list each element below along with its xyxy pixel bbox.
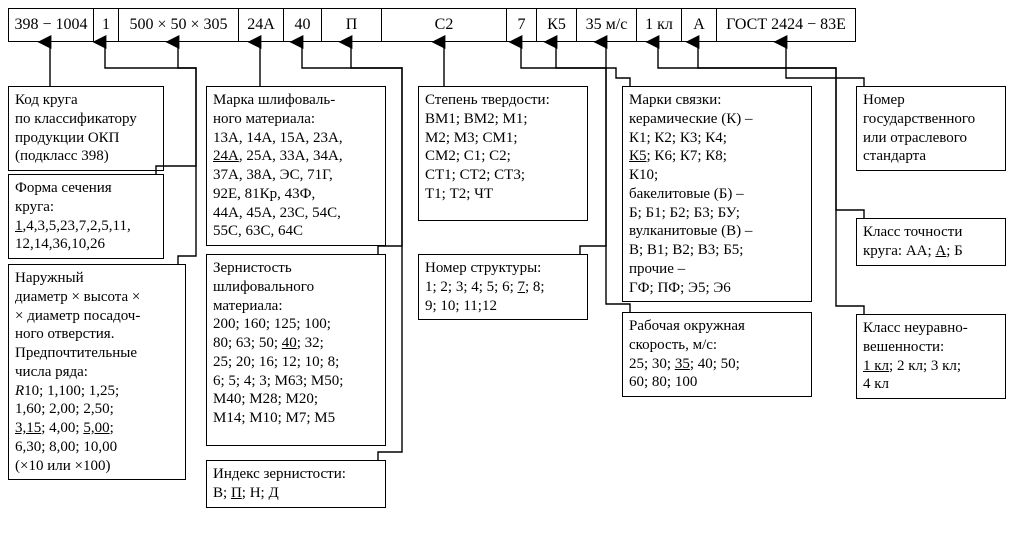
box-struc: Номер структуры:1; 2; 3; 4; 5; 6; 7; 8;9… xyxy=(418,254,588,320)
cell-idx: П xyxy=(321,8,381,42)
cell-bond: К5 xyxy=(536,8,576,42)
box-dims: Наружныйдиаметр × высота ×× диаметр поса… xyxy=(8,264,186,480)
box-acc: Класс точностикруга: АА; А; Б xyxy=(856,218,1006,266)
box-mat: Марка шлифоваль-ного материала:13А, 14А,… xyxy=(206,86,386,246)
cell-gost: ГОСТ 2424 − 83Е xyxy=(716,8,856,42)
cell-hard: С2 xyxy=(381,8,506,42)
diagram-stage: 398 − 1004 1 500 × 50 × 305 24А 40 П С2 … xyxy=(8,8,1006,550)
box-bond: Марки связки: керамические (К) – К1; К2;… xyxy=(622,86,812,302)
box-shape: Форма сечениякруга:1,4,3,5,23,7,2,5,11,1… xyxy=(8,174,164,259)
cell-speed: 35 м/с xyxy=(576,8,636,42)
cell-acc: А xyxy=(681,8,716,42)
cell-dims: 500 × 50 × 305 xyxy=(118,8,238,42)
box-grit: Зернистостьшлифовальногоматериала:200; 1… xyxy=(206,254,386,446)
box-speed: Рабочая окружнаяскорость, м/с:25; 30; 35… xyxy=(622,312,812,397)
box-code: Код кругапо классификаторупродукции ОКП(… xyxy=(8,86,164,171)
cell-imb: 1 кл xyxy=(636,8,681,42)
cell-mat: 24А xyxy=(238,8,283,42)
box-hard: Степень твердости:ВМ1; ВМ2; М1;М2; М3; С… xyxy=(418,86,588,221)
box-imb: Класс неуравно-вешенности:1 кл; 2 кл; 3 … xyxy=(856,314,1006,399)
designation-row: 398 − 1004 1 500 × 50 × 305 24А 40 П С2 … xyxy=(8,8,856,42)
box-idx: Индекс зернистости:В; П; Н; Д xyxy=(206,460,386,508)
cell-struc: 7 xyxy=(506,8,536,42)
cell-grit: 40 xyxy=(283,8,321,42)
box-gost: Номергосударственногоили отраслевогостан… xyxy=(856,86,1006,171)
cell-shape: 1 xyxy=(93,8,118,42)
cell-code: 398 − 1004 xyxy=(8,8,93,42)
